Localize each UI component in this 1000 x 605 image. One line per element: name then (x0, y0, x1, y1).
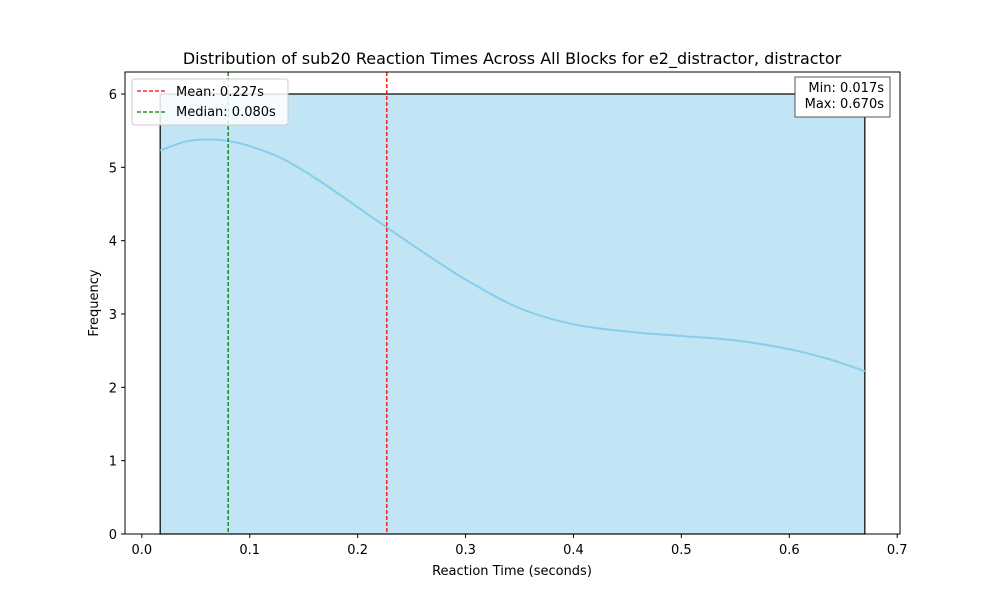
legend-box (131, 78, 289, 126)
x-tick-label: 0.2 (347, 543, 368, 558)
x-tick-label: 0.1 (239, 543, 260, 558)
y-tick-label: 3 (109, 308, 117, 323)
histogram-bar-0 (159, 93, 866, 535)
stats-box: Min: 0.017s Max: 0.670s (794, 76, 891, 118)
legend-median-label: Median: 0.080s (176, 105, 276, 120)
y-tick-label: 5 (109, 161, 117, 176)
y-tick-label: 0 (109, 528, 117, 543)
y-tick-label: 2 (109, 381, 117, 396)
legend-mean-label: Mean: 0.227s (176, 85, 264, 100)
stats-box-frame (794, 76, 891, 118)
x-tick-label: 0.3 (455, 543, 476, 558)
chart-title: Distribution of sub20 Reaction Times Acr… (183, 49, 842, 69)
stats-min-label: Min: 0.017s (808, 81, 884, 96)
y-axis-label: Frequency (87, 269, 102, 336)
plot-frame (124, 71, 901, 535)
x-tick-label: 0.5 (671, 543, 692, 558)
y-axis-ticks: 0 1 2 3 4 5 6 (109, 88, 125, 543)
x-axis-label: Reaction Time (seconds) (432, 564, 592, 579)
bars-layer (159, 93, 866, 535)
x-tick-label: 0.4 (563, 543, 584, 558)
x-axis-ticks: 0.0 0.1 0.2 0.3 0.4 0.5 0.6 0.7 (131, 534, 908, 558)
reference-lines-layer (227, 72, 388, 534)
x-tick-label: 0.7 (887, 543, 908, 558)
y-tick-label: 6 (109, 88, 117, 103)
x-tick-label: 0.0 (131, 543, 152, 558)
y-tick-label: 1 (109, 455, 117, 470)
x-tick-label: 0.6 (779, 543, 800, 558)
legend: Mean: 0.227s Median: 0.080s (131, 78, 289, 126)
y-tick-label: 4 (109, 235, 117, 250)
stats-max-label: Max: 0.670s (805, 97, 885, 112)
